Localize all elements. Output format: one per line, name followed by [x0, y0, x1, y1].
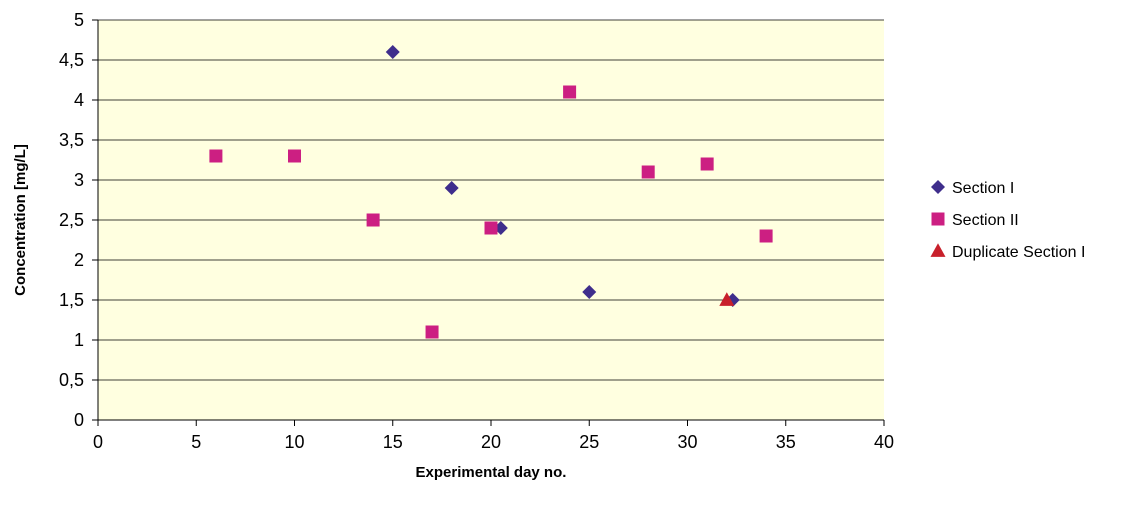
gridlines	[98, 19, 884, 381]
legend-marker-triangle	[930, 243, 946, 257]
y-tick-label: 3	[74, 170, 84, 190]
data-point-square	[641, 165, 655, 179]
data-point-square	[563, 85, 577, 99]
y-tick-label: 5	[74, 10, 84, 30]
legend-marker-square	[931, 212, 945, 226]
x-tick-label: 20	[481, 432, 501, 452]
data-point-diamond	[385, 45, 400, 59]
x-tick-label: 5	[191, 432, 201, 452]
data-point-square	[700, 157, 714, 171]
legend-label: Section II	[952, 212, 1019, 229]
x-tick-label: 0	[93, 432, 103, 452]
legend-label: Section I	[952, 180, 1014, 197]
y-tick-label: 2,5	[59, 210, 84, 230]
data-point-triangle	[719, 292, 735, 306]
y-tick-label: 4	[74, 90, 84, 110]
y-tick-label: 4,5	[59, 50, 84, 70]
data-point-square	[484, 221, 498, 235]
y-tick-label: 1,5	[59, 290, 84, 310]
x-tick-label: 30	[677, 432, 697, 452]
x-tick-label: 10	[284, 432, 304, 452]
y-axis-title: Concentration [mg/L]	[12, 144, 29, 296]
data-point-square	[759, 229, 773, 243]
data-point-diamond	[582, 285, 597, 299]
data-point-square	[288, 149, 301, 163]
x-tick-label: 35	[776, 432, 796, 452]
data-point-diamond	[444, 181, 459, 195]
data-points	[209, 45, 773, 339]
data-point-square	[425, 325, 439, 339]
y-tick-label: 3,5	[59, 130, 84, 150]
x-tick-label: 15	[383, 432, 403, 452]
data-point-square	[209, 149, 223, 163]
y-tick-label: 0,5	[59, 370, 84, 390]
y-tick-label: 1	[74, 330, 84, 350]
y-tick-label: 0	[74, 410, 84, 430]
legend-label: Duplicate Section I	[952, 244, 1085, 261]
x-tick-label: 25	[579, 432, 599, 452]
y-tick-label: 2	[74, 250, 84, 270]
x-tick-label: 40	[874, 432, 894, 452]
axis-ticks: 0 0,5 1 1,5 2 2,5 3 3,5 4 4,5 5 0 5 10 15 20 25 30 35 40	[59, 10, 894, 452]
x-axis-title: Experimental day no.	[416, 464, 567, 481]
legend: Section I Section II Duplicate Section I	[930, 180, 1085, 261]
legend-marker-diamond	[931, 180, 945, 194]
data-point-square	[366, 213, 380, 227]
